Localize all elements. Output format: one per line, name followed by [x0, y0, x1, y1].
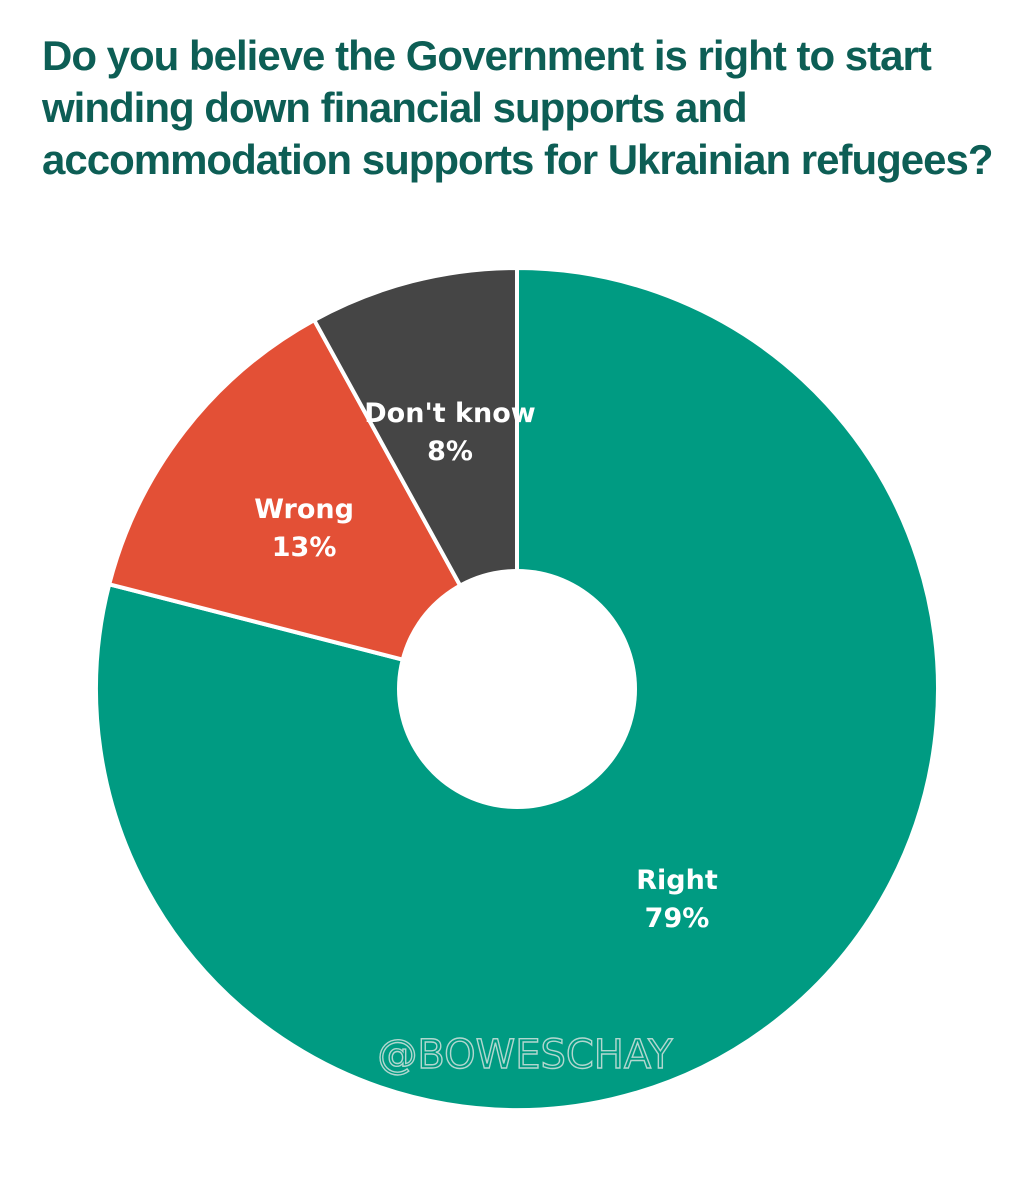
slice-label-name: Right: [636, 865, 718, 896]
slice-wrong: [107, 318, 519, 691]
chart-title: Do you believe the Government is right t…: [42, 32, 994, 183]
slice-label-name: Don't know: [364, 398, 535, 429]
slice-labels: Right 79% Wrong 13% Don't know 8%: [254, 398, 718, 934]
slice-label-value: 79%: [645, 903, 710, 934]
slice-label-name: Wrong: [254, 494, 354, 525]
watermark-text: @BOWESCHAY: [377, 1032, 673, 1078]
slice-label-value: 13%: [272, 532, 337, 563]
slice-label-value: 8%: [427, 436, 473, 467]
donut-hole: [397, 569, 637, 809]
